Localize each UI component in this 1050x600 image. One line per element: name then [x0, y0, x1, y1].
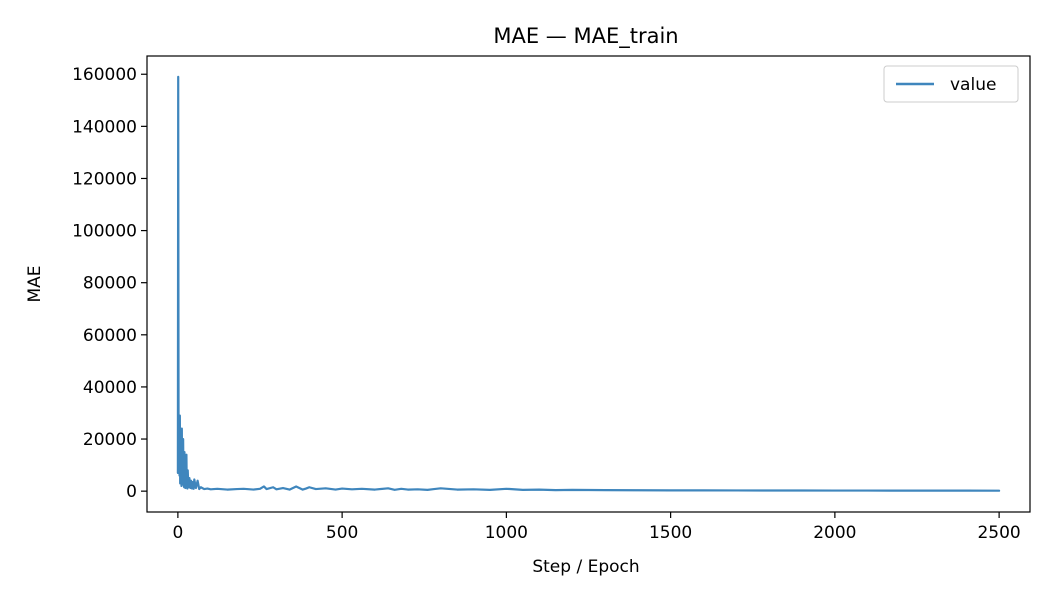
x-axis-title: Step / Epoch — [532, 557, 639, 577]
legend: value — [883, 65, 1019, 103]
y-tick-label: 120000 — [72, 169, 137, 189]
y-tick-label: 20000 — [83, 430, 137, 450]
plot-frame — [146, 55, 1031, 513]
chart-title: MAE — MAE_train — [493, 24, 678, 49]
y-tick-label: 0 — [126, 482, 137, 502]
series-layer — [176, 75, 1001, 492]
y-tick-label: 60000 — [83, 326, 137, 346]
legend-entry-value: value — [950, 75, 996, 95]
x-tick-label: 2500 — [977, 523, 1020, 543]
x-axis: 0 500 1000 1500 2000 2500 — [172, 512, 1021, 543]
y-tick-label: 100000 — [72, 222, 137, 242]
y-axis: 0 20000 40000 60000 80000 100000 120000 140000 1… — [72, 65, 147, 502]
series-line-value — [176, 75, 1001, 492]
x-tick-label: 500 — [326, 523, 358, 543]
legend-frame — [883, 65, 1019, 103]
y-tick-label: 40000 — [83, 378, 137, 398]
plot-area: 0200004000060000800001000001200001400001… — [72, 55, 1031, 543]
y-tick-label: 160000 — [72, 65, 137, 85]
x-tick-label: 0 — [172, 523, 183, 543]
y-tick-label: 80000 — [83, 274, 137, 294]
y-tick-label: 140000 — [72, 117, 137, 137]
x-tick-label: 1000 — [485, 523, 528, 543]
x-tick-label: 2000 — [813, 523, 856, 543]
x-tick-label: 1500 — [649, 523, 692, 543]
y-axis-title: MAE — [25, 265, 45, 302]
